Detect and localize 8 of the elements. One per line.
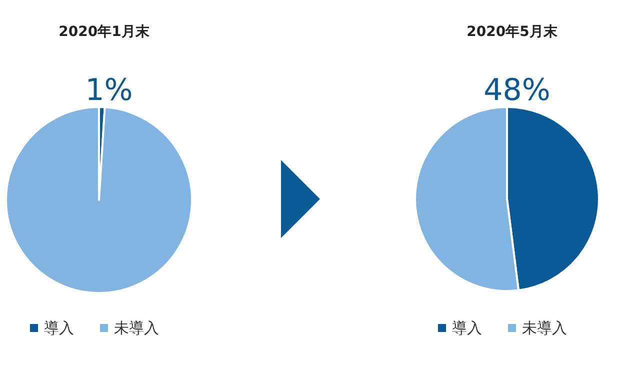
data-label: 1% [85, 73, 133, 108]
legend-label: 未導入 [114, 319, 159, 337]
chart-title: 2020年5月末 [466, 24, 558, 40]
data-label: 48% [484, 73, 550, 108]
legend-label: 未導入 [522, 319, 567, 337]
chart-title: 2020年1月末 [58, 24, 150, 40]
legend-label: 導入 [452, 319, 482, 337]
legend-label: 導入 [44, 319, 74, 337]
